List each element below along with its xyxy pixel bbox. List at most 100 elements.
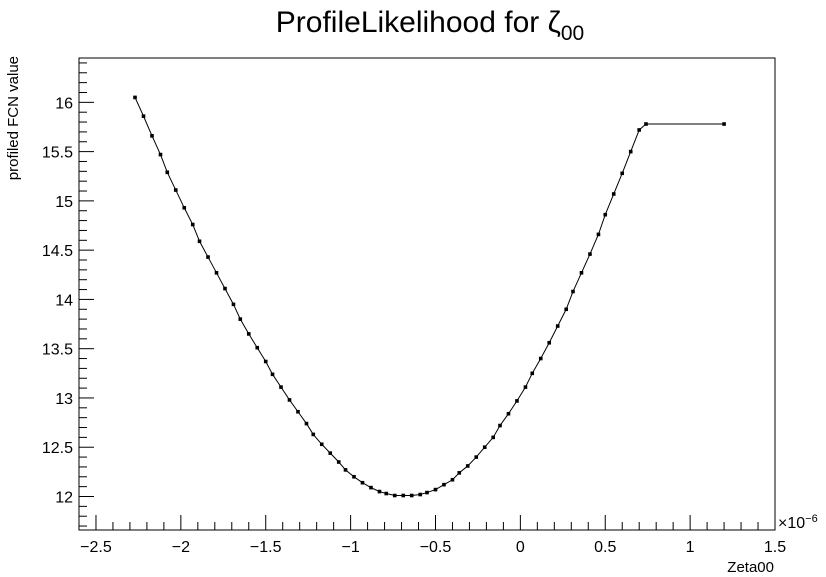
data-point xyxy=(311,432,316,437)
x-axis-ticks xyxy=(78,515,776,530)
data-point xyxy=(287,398,292,402)
data-point xyxy=(628,149,633,154)
data-point xyxy=(491,435,496,440)
data-point xyxy=(150,134,154,138)
data-point xyxy=(571,289,575,294)
data-point xyxy=(603,212,608,217)
data-point xyxy=(197,239,202,244)
data-point xyxy=(173,188,178,192)
y-tick-label: 14.5 xyxy=(42,243,73,260)
x-tick-label: 1.5 xyxy=(764,539,786,556)
data-point xyxy=(450,477,455,482)
x-axis-multiplier: ×10−6 xyxy=(778,513,818,532)
data-point xyxy=(611,192,616,196)
data-point xyxy=(238,317,243,321)
data-point xyxy=(515,399,519,403)
data-point xyxy=(270,372,275,377)
data-point xyxy=(523,385,528,389)
y-axis-ticks xyxy=(79,62,94,527)
data-point xyxy=(506,411,511,416)
data-point xyxy=(465,464,470,468)
data-point xyxy=(596,232,601,237)
data-point xyxy=(555,324,560,328)
y-tick-label: 15 xyxy=(55,194,73,211)
data-point xyxy=(190,222,195,227)
x-tick-label: −2.5 xyxy=(80,539,112,556)
x-tick-label: −2 xyxy=(172,539,190,556)
data-point xyxy=(133,95,137,100)
x-axis-multiplier-base: ×10 xyxy=(778,515,805,532)
y-axis-tick-labels: 12 12.5 13 13.5 14 14.5 15 15.5 16 xyxy=(42,95,73,506)
data-point xyxy=(457,471,462,475)
data-point xyxy=(328,451,333,455)
y-tick-label: 16 xyxy=(55,95,73,112)
data-point xyxy=(588,252,592,256)
data-point xyxy=(182,205,187,210)
data-point xyxy=(433,487,438,492)
data-point xyxy=(206,255,210,259)
data-point xyxy=(401,493,406,498)
data-point xyxy=(141,114,146,118)
data-point xyxy=(255,345,260,350)
x-tick-label: −1.5 xyxy=(250,539,282,556)
data-point xyxy=(474,455,479,459)
data-point xyxy=(343,468,348,472)
data-point xyxy=(547,340,552,345)
data-point xyxy=(442,482,446,487)
chart-title: ProfileLikelihood for ζ00 xyxy=(276,6,584,45)
data-point xyxy=(498,423,502,428)
data-point xyxy=(165,170,170,175)
y-tick-label: 13 xyxy=(55,391,73,408)
data-point xyxy=(279,385,283,389)
data-point xyxy=(231,302,236,307)
data-point xyxy=(564,307,568,312)
x-tick-label: 0.5 xyxy=(594,539,616,556)
data-point xyxy=(425,490,429,495)
data-point xyxy=(409,493,414,498)
plot-frame xyxy=(78,57,776,531)
y-tick-label: 13.5 xyxy=(42,342,73,359)
y-axis-title: profiled FCN value xyxy=(5,56,22,180)
x-tick-label: 1 xyxy=(686,539,695,556)
y-tick-label: 12.5 xyxy=(42,440,73,457)
data-point xyxy=(352,474,356,479)
data-point xyxy=(620,171,625,176)
data-point xyxy=(637,128,641,132)
data-point xyxy=(384,491,389,496)
data-point xyxy=(296,409,300,414)
x-axis-multiplier-exponent: −6 xyxy=(805,513,818,525)
data-point xyxy=(377,489,382,494)
series-line xyxy=(134,97,725,497)
data-point xyxy=(538,356,543,361)
chart-title-subscript: 00 xyxy=(561,22,584,45)
x-tick-label: 0 xyxy=(516,539,525,556)
data-point xyxy=(722,122,726,126)
data-point xyxy=(223,286,227,291)
data-point xyxy=(304,421,309,426)
data-point xyxy=(530,371,535,376)
data-point xyxy=(392,493,397,498)
x-axis-tick-labels: −2.5 −2 −1.5 −1 −0.5 0 0.5 1 1.5 xyxy=(80,539,786,556)
series-markers xyxy=(133,95,726,498)
data-point xyxy=(482,445,487,450)
y-tick-label: 15.5 xyxy=(42,145,73,162)
data-point xyxy=(360,480,365,485)
data-point xyxy=(579,271,584,275)
chart-title-text: ProfileLikelihood for xyxy=(276,6,548,39)
y-tick-label: 14 xyxy=(55,292,73,309)
data-point xyxy=(369,485,373,490)
x-tick-label: −0.5 xyxy=(420,539,452,556)
data-point xyxy=(319,442,324,447)
data-point xyxy=(418,492,423,497)
data-point xyxy=(263,359,268,364)
x-tick-label: −1 xyxy=(341,539,359,556)
y-tick-label: 12 xyxy=(55,489,73,506)
data-point xyxy=(336,460,341,464)
x-axis-title: Zeta00 xyxy=(727,559,774,576)
data-point xyxy=(214,271,219,275)
data-point xyxy=(644,122,648,126)
data-point xyxy=(158,152,163,157)
data-point xyxy=(246,332,251,336)
chart-title-symbol: ζ xyxy=(548,6,561,39)
